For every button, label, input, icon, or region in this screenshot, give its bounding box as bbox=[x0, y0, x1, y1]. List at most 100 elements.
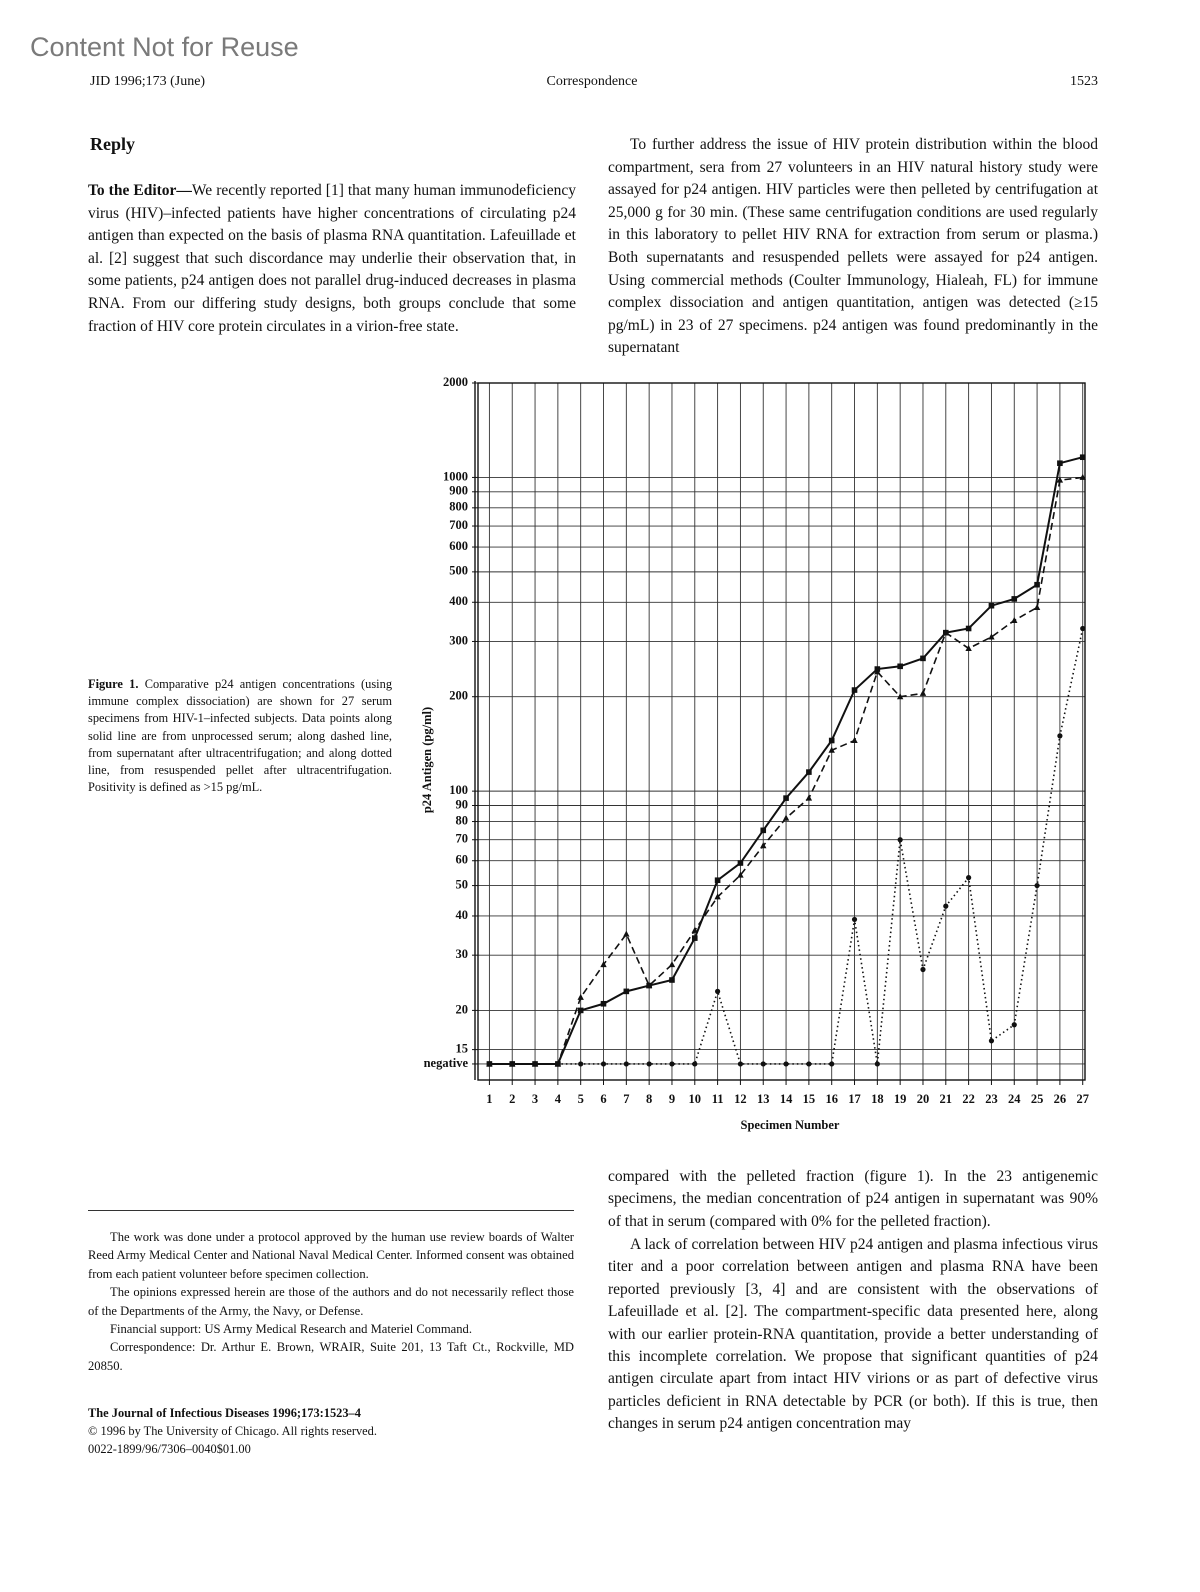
marker bbox=[851, 916, 858, 923]
x-tick-label: 8 bbox=[646, 1092, 652, 1106]
marker bbox=[920, 655, 926, 662]
code: 0022-1899/96/7306–0040$01.00 bbox=[88, 1442, 251, 1456]
marker bbox=[623, 988, 630, 995]
marker bbox=[1056, 476, 1064, 483]
marker bbox=[669, 977, 675, 983]
journal-info: The Journal of Infectious Diseases 1996;… bbox=[88, 1404, 574, 1458]
marker bbox=[760, 827, 767, 834]
caption-text: Comparative p24 antigen concentrations (… bbox=[88, 677, 393, 795]
x-tick-label: 25 bbox=[1031, 1092, 1044, 1106]
marker bbox=[920, 966, 926, 973]
marker bbox=[623, 930, 630, 937]
marker bbox=[783, 795, 789, 801]
x-tick-label: 17 bbox=[848, 1092, 861, 1106]
figure-caption: Figure 1. Comparative p24 antigen concen… bbox=[88, 676, 392, 796]
text: We recently reported [1] that many human… bbox=[88, 182, 576, 335]
x-tick-label: 15 bbox=[803, 1092, 816, 1106]
lead-in: To the Editor— bbox=[88, 182, 192, 199]
x-tick-label: 3 bbox=[532, 1092, 538, 1106]
marker bbox=[782, 814, 790, 821]
marker bbox=[943, 903, 949, 909]
y-tick-label: 20 bbox=[456, 1002, 469, 1016]
y-tick-label: 80 bbox=[456, 813, 469, 827]
y-tick-label: 400 bbox=[449, 594, 468, 608]
marker bbox=[828, 737, 835, 744]
marker bbox=[942, 629, 950, 636]
marker bbox=[965, 625, 972, 632]
y-tick-label: 2000 bbox=[443, 375, 468, 389]
y-tick-label: 30 bbox=[456, 947, 469, 961]
y-tick-label: 90 bbox=[456, 797, 469, 811]
x-tick-label: 7 bbox=[623, 1092, 629, 1106]
x-tick-label: 18 bbox=[871, 1092, 884, 1106]
marker bbox=[1034, 882, 1040, 889]
y-tick-label: 700 bbox=[449, 518, 468, 532]
marker bbox=[669, 1061, 675, 1067]
marker bbox=[988, 602, 995, 609]
y-tick-label: 800 bbox=[449, 500, 468, 514]
marker bbox=[1080, 625, 1086, 632]
marker bbox=[806, 1061, 812, 1067]
y-tick-label: 100 bbox=[449, 783, 468, 797]
x-tick-label: 12 bbox=[734, 1092, 747, 1106]
y-tick-label: 900 bbox=[449, 484, 468, 498]
y-tick-label: 15 bbox=[456, 1041, 469, 1055]
footnote-rule bbox=[88, 1210, 574, 1211]
marker bbox=[691, 935, 698, 941]
x-tick-label: 2 bbox=[509, 1092, 515, 1106]
marker bbox=[714, 893, 721, 900]
x-tick-label: 5 bbox=[578, 1092, 584, 1106]
y-tick-label: 40 bbox=[456, 908, 469, 922]
marker bbox=[896, 693, 904, 700]
x-tick-label: 4 bbox=[555, 1092, 562, 1106]
footnote: Correspondence: Dr. Arthur E. Brown, WRA… bbox=[88, 1340, 574, 1373]
x-tick-label: 22 bbox=[962, 1092, 975, 1106]
y-tick-label: negative bbox=[424, 1056, 469, 1070]
marker bbox=[737, 860, 744, 866]
y-tick-label: 300 bbox=[449, 633, 468, 647]
marker bbox=[760, 1061, 766, 1067]
paragraph: A lack of correlation between HIV p24 an… bbox=[608, 1236, 1098, 1433]
marker bbox=[486, 1061, 493, 1067]
marker bbox=[691, 926, 698, 933]
x-tick-label: 16 bbox=[825, 1092, 838, 1106]
marker bbox=[897, 837, 903, 843]
marker bbox=[805, 794, 813, 801]
marker bbox=[623, 1061, 629, 1067]
x-tick-label: 23 bbox=[985, 1092, 998, 1106]
marker bbox=[600, 1061, 607, 1067]
x-tick-label: 14 bbox=[780, 1092, 793, 1106]
marker bbox=[1011, 596, 1018, 602]
marker bbox=[737, 871, 744, 878]
paragraph: To the Editor—We recently reported [1] t… bbox=[88, 180, 576, 338]
copyright: © 1996 by The University of Chicago. All… bbox=[88, 1424, 377, 1438]
marker bbox=[874, 1061, 880, 1067]
x-tick-label: 13 bbox=[757, 1092, 770, 1106]
x-tick-label: 10 bbox=[689, 1092, 702, 1106]
marker bbox=[919, 689, 927, 696]
marker bbox=[578, 1061, 584, 1067]
marker bbox=[509, 1061, 515, 1067]
running-head-center: Correspondence bbox=[546, 74, 638, 89]
journal-citation: The Journal of Infectious Diseases 1996;… bbox=[88, 1406, 361, 1420]
footnote: The work was done under a protocol appro… bbox=[88, 1230, 574, 1281]
section-heading: Reply bbox=[90, 134, 135, 154]
marker bbox=[965, 644, 972, 651]
x-tick-label: 1 bbox=[486, 1092, 492, 1106]
marker bbox=[760, 842, 767, 849]
marker bbox=[966, 875, 972, 881]
x-tick-label: 27 bbox=[1076, 1092, 1089, 1106]
x-axis-label: Specimen Number bbox=[741, 1118, 840, 1132]
marker bbox=[1057, 733, 1063, 739]
marker bbox=[645, 982, 653, 989]
x-tick-label: 20 bbox=[917, 1092, 930, 1106]
y-tick-label: 1000 bbox=[443, 469, 468, 483]
x-tick-label: 21 bbox=[940, 1092, 953, 1106]
marker bbox=[1079, 473, 1086, 480]
footnote: The opinions expressed herein are those … bbox=[88, 1285, 574, 1318]
marker bbox=[715, 988, 721, 994]
marker bbox=[988, 1038, 995, 1044]
marker bbox=[851, 687, 858, 693]
marker bbox=[829, 1061, 835, 1067]
